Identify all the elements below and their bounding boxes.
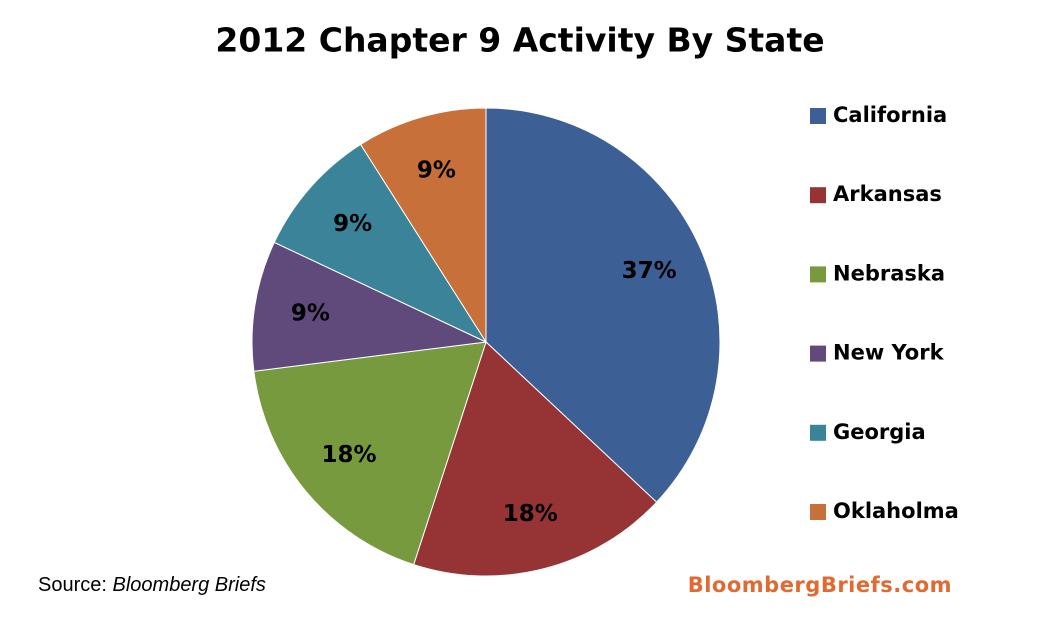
data-label: 9% <box>417 158 456 184</box>
pie-slice <box>273 143 488 344</box>
legend-swatch <box>810 345 826 362</box>
legend-label: Oklaholma <box>833 499 959 523</box>
chart-title: 2012 Chapter 9 Activity By State <box>215 21 824 60</box>
data-label: 37% <box>622 258 677 284</box>
legend-swatch <box>810 424 826 441</box>
legend-label: Arkansas <box>833 182 942 206</box>
pie-slice <box>359 107 487 344</box>
legend-swatch <box>810 108 826 124</box>
pie-slice <box>251 241 488 372</box>
source-name: Bloomberg Briefs <box>113 574 266 596</box>
pie-slice <box>485 107 721 503</box>
data-label: 9% <box>291 301 330 327</box>
legend-label: Nebraska <box>833 261 945 285</box>
data-label: 18% <box>321 442 376 468</box>
legend-label: California <box>833 103 947 127</box>
legend-label: New York <box>833 341 945 365</box>
pie-slice <box>253 341 487 566</box>
watermark: BloombergBriefs.com <box>688 573 952 597</box>
source: Source: Bloomberg Briefs <box>38 574 266 596</box>
data-label: 9% <box>333 211 372 237</box>
legend-swatch <box>810 187 826 204</box>
pie-slice <box>413 341 658 577</box>
legend-label: Georgia <box>833 420 926 444</box>
legend-swatch <box>810 266 826 283</box>
source-label: Source: <box>38 574 107 596</box>
legend-swatch <box>810 504 826 520</box>
data-label: 18% <box>503 501 558 527</box>
